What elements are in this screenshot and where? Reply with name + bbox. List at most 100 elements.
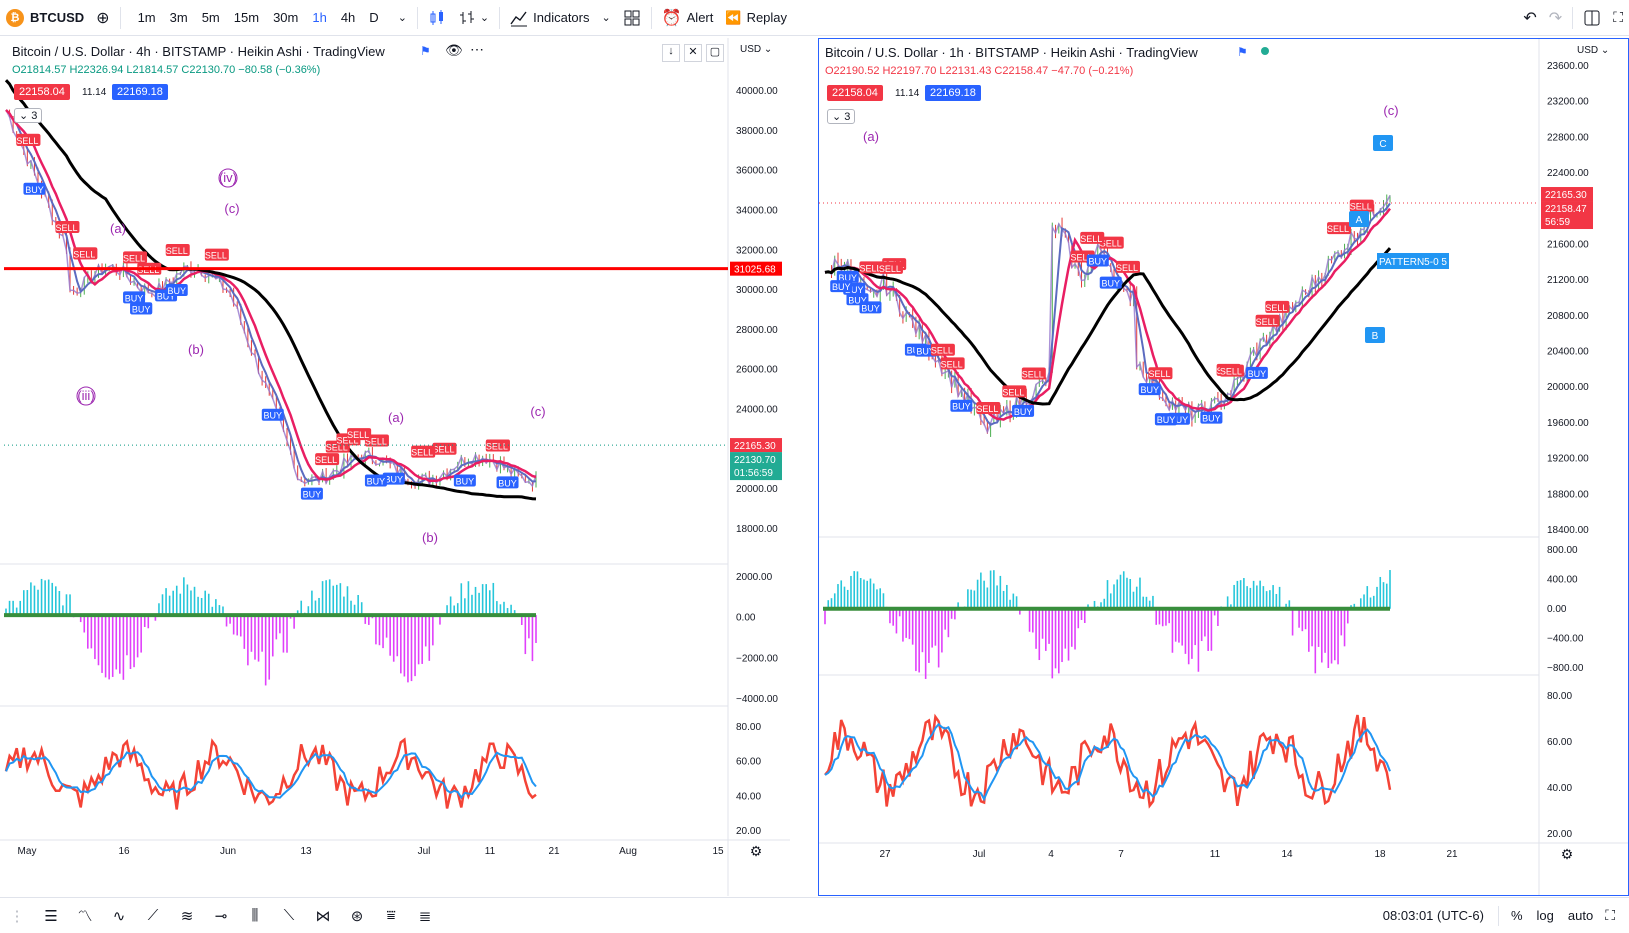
magnet-icon[interactable]: ⊛	[350, 907, 364, 925]
log-toggle[interactable]: log	[1536, 908, 1554, 923]
pattern-point-marker[interactable]	[1365, 327, 1385, 343]
sell-signal[interactable]	[55, 220, 80, 233]
sell-signal[interactable]	[347, 428, 372, 441]
chart-pane-right[interactable]: 23600.00 23200.00 22800.00 22400.00 21600.00…	[818, 38, 1629, 896]
buy-signal[interactable]	[364, 474, 387, 487]
sell-signal[interactable]	[1148, 367, 1173, 380]
redo-button[interactable]: ↷	[1543, 0, 1568, 36]
sell-signal[interactable]	[1021, 367, 1046, 380]
layout-button[interactable]	[1577, 0, 1607, 36]
indicators-dropdown[interactable]: ⌄	[596, 0, 617, 36]
line-tool-icon[interactable]: ⟋	[147, 907, 159, 924]
timeframe-dropdown[interactable]: ⌄	[392, 0, 413, 36]
auto-toggle[interactable]: auto	[1567, 908, 1594, 923]
timeframe-1h[interactable]: 1h	[312, 10, 327, 25]
sell-signal[interactable]	[315, 453, 340, 466]
sell-signal[interactable]	[485, 439, 510, 452]
sell-signal[interactable]	[1080, 231, 1105, 244]
sell-signal[interactable]	[1002, 385, 1027, 398]
buy-signal[interactable]	[165, 283, 188, 296]
buy-signal[interactable]	[1138, 383, 1161, 396]
maximize-icon[interactable]: ▢	[706, 44, 724, 62]
sell-signal[interactable]	[123, 251, 148, 264]
sell-signal[interactable]	[1115, 260, 1140, 273]
buy-signal[interactable]	[382, 472, 405, 485]
buy-signal[interactable]	[23, 182, 46, 195]
pattern-name-tag[interactable]	[1377, 253, 1449, 269]
sell-signal[interactable]	[1255, 314, 1280, 327]
compare-button[interactable]: ⊕	[90, 0, 115, 36]
collapse-counter-right[interactable]: ⌄ 3	[827, 109, 856, 124]
timeframe-30m[interactable]: 30m	[273, 10, 299, 25]
pattern-tool-icon[interactable]: ⋈	[315, 907, 331, 925]
currency-label-right[interactable]: USD ⌄	[1577, 45, 1610, 56]
sell-signal[interactable]	[1219, 364, 1244, 377]
pattern-point-marker[interactable]	[1373, 135, 1393, 151]
timeframe-D[interactable]: D	[369, 10, 379, 25]
sell-signal[interactable]	[1099, 236, 1124, 249]
sell-signal[interactable]	[16, 133, 41, 146]
chart-canvas-right[interactable]: 23600.00 23200.00 22800.00 22400.00 21600.00…	[819, 39, 1628, 895]
vertical-lines-icon[interactable]: ⫼	[251, 907, 259, 924]
sell-signal[interactable]	[73, 247, 98, 260]
indicators-button[interactable]: Indicators	[504, 0, 595, 36]
settings-icon[interactable]: ⛶	[1605, 907, 1615, 923]
sell-signal[interactable]	[411, 445, 436, 458]
symbol-search[interactable]: ₿ BTCUSD	[0, 0, 90, 36]
timeframe-1m[interactable]: 1m	[137, 10, 156, 25]
buy-signal[interactable]	[1099, 276, 1122, 289]
buy-signal[interactable]	[130, 302, 153, 315]
templates-button[interactable]	[617, 0, 647, 36]
timeframe-3m[interactable]: 3m	[169, 10, 188, 25]
undo-button[interactable]: ↶	[1517, 0, 1542, 36]
buy-signal[interactable]	[1154, 413, 1177, 426]
timeframe-5m[interactable]: 5m	[201, 10, 220, 25]
buy-signal[interactable]	[123, 291, 146, 304]
sliders-icon[interactable]: ⩸	[386, 907, 396, 924]
ask-price-left[interactable]: 22169.18	[112, 84, 168, 100]
eye-icon[interactable]: 👁	[445, 42, 463, 58]
collapse-counter-left[interactable]: ⌄ 3	[14, 108, 43, 123]
currency-label-left[interactable]: USD ⌄	[740, 44, 773, 55]
buy-signal[interactable]	[950, 399, 973, 412]
bar-type-button[interactable]: ⌄	[452, 0, 495, 36]
sell-signal[interactable]	[859, 261, 884, 274]
flag-icon[interactable]: ⚑	[420, 44, 431, 58]
sell-signal[interactable]	[878, 261, 903, 274]
flag-icon[interactable]: ⚑	[1237, 45, 1248, 59]
sell-signal[interactable]	[1265, 300, 1290, 313]
buy-signal[interactable]	[1200, 411, 1223, 424]
channel-tool-icon[interactable]: ≋	[180, 907, 194, 925]
timeframe-4h[interactable]: 4h	[340, 10, 356, 25]
bid-price-left[interactable]: 22158.04	[14, 84, 70, 100]
wave-tool-icon[interactable]: ∿	[112, 907, 126, 925]
buy-signal[interactable]	[1245, 366, 1268, 379]
sell-signal[interactable]	[432, 442, 457, 455]
sell-signal[interactable]	[1327, 222, 1352, 235]
candle-type-button[interactable]	[422, 0, 452, 36]
buy-signal[interactable]	[830, 280, 853, 293]
more-icon[interactable]: ⋯	[470, 41, 484, 57]
ask-price-right[interactable]: 22169.18	[925, 85, 981, 101]
buy-signal[interactable]	[261, 408, 284, 421]
sell-signal[interactable]	[930, 343, 955, 356]
trend-tool-icon[interactable]: 〽	[77, 908, 93, 925]
sell-signal[interactable]	[165, 243, 190, 256]
buy-signal[interactable]	[836, 270, 859, 283]
settings-list-icon[interactable]: ≣	[418, 907, 432, 925]
fullscreen-button[interactable]: ⛶	[1607, 0, 1629, 36]
ruler-icon[interactable]: ⟍	[283, 907, 295, 924]
sell-signal[interactable]	[976, 401, 1001, 414]
alert-button[interactable]: ⏰ Alert	[656, 0, 720, 36]
pattern-point-marker[interactable]	[1349, 211, 1369, 227]
percent-toggle[interactable]: %	[1510, 908, 1523, 923]
buy-signal[interactable]	[496, 476, 519, 489]
sell-signal[interactable]	[204, 248, 229, 261]
scroll-down-icon[interactable]: ↓	[662, 44, 680, 62]
clock-time[interactable]: 08:03:01 (UTC-6)	[1382, 908, 1484, 923]
replay-button[interactable]: ⏪ Replay	[719, 0, 793, 36]
sell-signal[interactable]	[940, 357, 965, 370]
buy-signal[interactable]	[1086, 254, 1109, 267]
horizontal-ray-icon[interactable]: ⊸	[214, 907, 228, 925]
menu-lines-icon[interactable]: ☰	[44, 907, 58, 925]
